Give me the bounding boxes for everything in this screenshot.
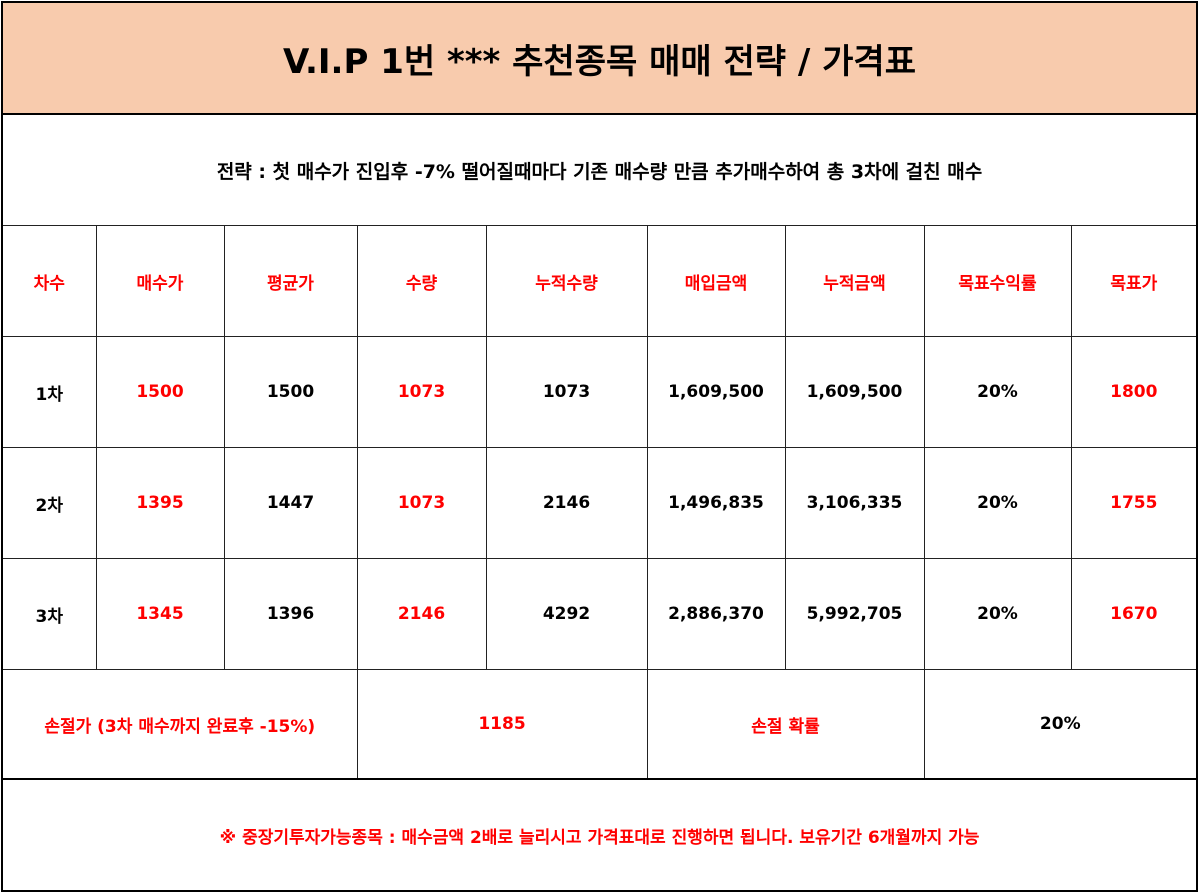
header-cum-amount: 누적금액 [784, 225, 925, 337]
header-target-rate: 목표수익률 [923, 225, 1072, 337]
header-cum-qty: 누적수량 [485, 225, 648, 337]
cell-cum-amount: 5,992,705 [784, 558, 925, 670]
cell-avg-price: 1396 [223, 558, 358, 670]
cell-amount: 1,609,500 [646, 336, 786, 448]
cell-qty: 1073 [356, 336, 487, 448]
stop-loss-value: 1185 [356, 669, 648, 780]
header-target-price: 목표가 [1070, 225, 1198, 337]
cell-buy-price: 1345 [95, 558, 225, 670]
cell-round: 3차 [1, 558, 97, 670]
cell-amount: 1,496,835 [646, 447, 786, 559]
cell-target-price: 1755 [1070, 447, 1198, 559]
cell-cum-amount: 1,609,500 [784, 336, 925, 448]
cell-buy-price: 1395 [95, 447, 225, 559]
cell-target-rate: 20% [923, 558, 1072, 670]
stop-loss-label: 손절가 (3차 매수까지 완료후 -15%) [1, 669, 358, 780]
cell-target-rate: 20% [923, 447, 1072, 559]
cell-buy-price: 1500 [95, 336, 225, 448]
header-round: 차수 [1, 225, 97, 337]
stop-loss-row: 손절가 (3차 매수까지 완료후 -15%) 1185 손절 확률 20% [1, 669, 1198, 780]
header-row: 차수 매수가 평균가 수량 누적수량 매입금액 누적금액 목표수익률 목표가 [1, 225, 1198, 337]
table-row: 2차 1395 1447 1073 2146 1,496,835 3,106,3… [1, 447, 1198, 559]
stop-loss-prob-value: 20% [923, 669, 1198, 780]
cell-qty: 1073 [356, 447, 487, 559]
header-qty: 수량 [356, 225, 487, 337]
header-amount: 매입금액 [646, 225, 786, 337]
cell-target-rate: 20% [923, 336, 1072, 448]
cell-cum-qty: 2146 [485, 447, 648, 559]
cell-round: 2차 [1, 447, 97, 559]
cell-cum-qty: 1073 [485, 336, 648, 448]
cell-avg-price: 1447 [223, 447, 358, 559]
cell-cum-qty: 4292 [485, 558, 648, 670]
cell-target-price: 1800 [1070, 336, 1198, 448]
table-row: 3차 1345 1396 2146 4292 2,886,370 5,992,7… [1, 558, 1198, 670]
page-title: V.I.P 1번 *** 추천종목 매매 전략 / 가격표 [1, 1, 1198, 115]
strategy-text: 전략 : 첫 매수가 진입후 -7% 떨어질때마다 기존 매수량 만큼 추가매수… [1, 113, 1198, 226]
cell-round: 1차 [1, 336, 97, 448]
cell-avg-price: 1500 [223, 336, 358, 448]
cell-amount: 2,886,370 [646, 558, 786, 670]
table-row: 1차 1500 1500 1073 1073 1,609,500 1,609,5… [1, 336, 1198, 448]
stop-loss-prob-label: 손절 확률 [646, 669, 925, 780]
cell-cum-amount: 3,106,335 [784, 447, 925, 559]
header-buy-price: 매수가 [95, 225, 225, 337]
cell-target-price: 1670 [1070, 558, 1198, 670]
header-avg-price: 평균가 [223, 225, 358, 337]
footer-note: ※ 중장기투자가능종목 : 매수금액 2배로 늘리시고 가격표대로 진행하면 됩… [1, 778, 1198, 892]
cell-qty: 2146 [356, 558, 487, 670]
